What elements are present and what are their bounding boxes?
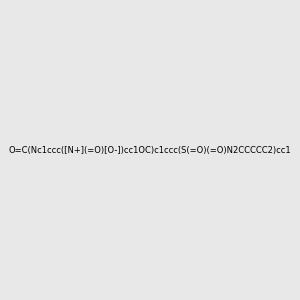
Text: O=C(Nc1ccc([N+](=O)[O-])cc1OC)c1ccc(S(=O)(=O)N2CCCCC2)cc1: O=C(Nc1ccc([N+](=O)[O-])cc1OC)c1ccc(S(=O… <box>9 146 291 154</box>
